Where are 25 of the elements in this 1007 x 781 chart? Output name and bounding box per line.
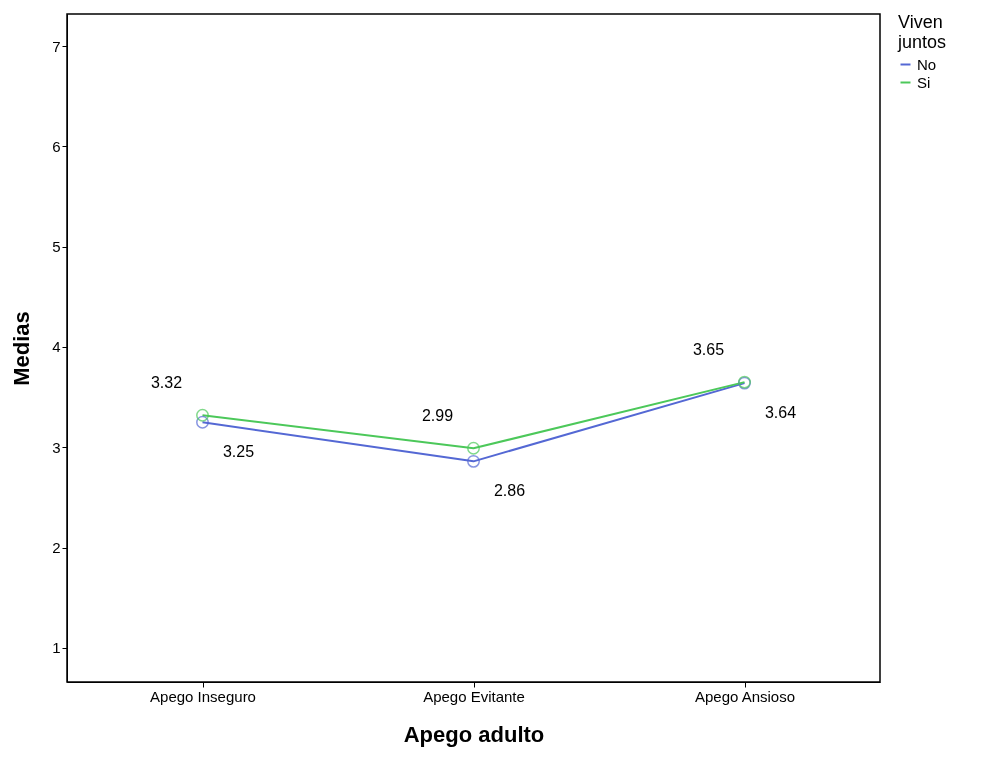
point: [196, 415, 209, 429]
y-tick-label: 4: [52, 338, 61, 356]
x-tick-label: Apego Ansioso: [694, 687, 796, 705]
y-tick-label: 5: [52, 238, 61, 256]
data-label: 3.32: [150, 374, 183, 392]
legend-label: Si: [917, 73, 931, 91]
y-tick-label: 1: [52, 639, 61, 657]
x-tick-label: Apego Evitante: [423, 687, 525, 705]
y-tick-label: 3: [52, 438, 61, 456]
legend-label: No: [917, 55, 937, 73]
data-label: 3.25: [222, 443, 255, 461]
data-label: 2.99: [421, 407, 454, 425]
point: [196, 408, 209, 422]
x-axis-title: Apego adulto: [403, 721, 545, 747]
data-label: 2.86: [493, 482, 526, 500]
legend-title: Viven juntos: [897, 12, 947, 52]
data-label: 3.65: [692, 341, 725, 359]
point: [467, 441, 480, 455]
point: [467, 454, 480, 468]
y-tick-label: 2: [52, 539, 61, 557]
y-axis-title: Medias: [9, 311, 35, 386]
x-tick-label: Apego Inseguro: [150, 687, 256, 705]
data-label: 3.64: [764, 404, 797, 422]
y-tick-label: 6: [52, 137, 61, 155]
y-tick-label: 7: [52, 37, 61, 55]
